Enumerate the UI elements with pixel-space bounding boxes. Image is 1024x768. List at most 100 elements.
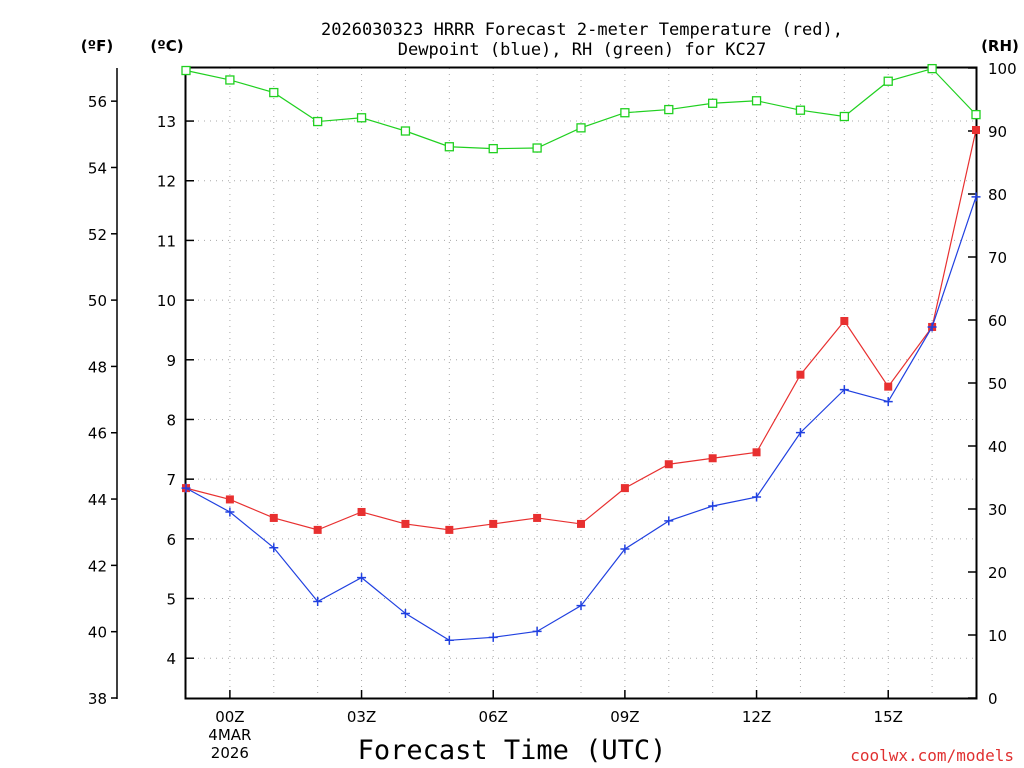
celsius-tick-label: 8 [166, 411, 176, 429]
fahrenheit-tick-label: 50 [88, 292, 107, 310]
chart-title-line-1: 2026030323 HRRR Forecast 2-meter Tempera… [321, 20, 843, 40]
temperature-point [401, 519, 410, 528]
chart-title-line-2: Dewpoint (blue), RH (green) for KC27 [398, 40, 766, 60]
temperature-point [796, 370, 805, 379]
temperature-point [357, 507, 366, 516]
temperature-point [225, 495, 234, 504]
temperature-point [620, 484, 629, 493]
rh-tick-label: 90 [988, 123, 1007, 141]
rh-point [839, 111, 849, 122]
rh-point [883, 76, 893, 86]
celsius-tick-label: 7 [166, 471, 176, 489]
fahrenheit-tick-label: 52 [88, 226, 107, 244]
fahrenheit-tick-label: 40 [88, 624, 107, 642]
fahrenheit-tick-label: 44 [88, 491, 107, 509]
dewpoint-point [313, 597, 323, 607]
fahrenheit-tick-label: 56 [88, 93, 107, 111]
rh-tick-label: 40 [988, 438, 1007, 456]
x-tick-label: 06Z [479, 708, 508, 726]
dewpoint-point [927, 322, 937, 332]
axes: 4 56 7 8 9 10 11 12 13 38 40 42 44 46 48 50 52 54 5 60 10 20 3… [88, 60, 1017, 762]
rh-point [971, 109, 981, 120]
dewpoint-point [444, 635, 454, 645]
x-tick-sublabel: 4MAR [208, 726, 251, 744]
fahrenheit-tick-label: 42 [88, 557, 107, 575]
temperature-point [269, 513, 278, 522]
dewpoint-point [839, 385, 849, 395]
rh-point [576, 123, 586, 133]
credit-link[interactable]: coolwx.com/models [850, 746, 1014, 765]
rh-tick-label: 50 [988, 375, 1007, 393]
temperature-point [577, 519, 585, 528]
x-tick-label: 15Z [874, 708, 903, 726]
dewpoint-point [752, 492, 762, 502]
dewpoint-point [400, 608, 410, 618]
dewpoint-point [532, 626, 542, 636]
dewpoint-point [971, 192, 981, 202]
temperature-point [664, 460, 673, 469]
x-tick-label: 09Z [610, 708, 639, 726]
celsius-tick-label: 12 [157, 173, 176, 191]
rh-tick-label: 70 [988, 249, 1007, 267]
celsius-tick-label: 9 [166, 352, 176, 370]
x-tick-sublabel: 2026 [211, 744, 249, 762]
rh-tick-label: 100 [988, 60, 1017, 78]
x-tick-label: 03Z [347, 708, 376, 726]
celsius-tick-label: 4 [166, 650, 176, 668]
x-tick-label: 00Z [215, 708, 244, 726]
celsius-tick-label: 13 [157, 113, 176, 131]
rh-unit-label: (RH) [981, 37, 1019, 55]
celsius-tick-label: 11 [157, 232, 176, 250]
temperature-point [313, 525, 322, 534]
rh-tick-label: 10 [988, 627, 1007, 645]
rh-point [356, 113, 367, 123]
temperature-point [708, 454, 717, 463]
temperature-point [972, 126, 980, 135]
rh-point [664, 104, 674, 115]
dewpoint-point [620, 544, 630, 554]
dewpoint-point [269, 543, 279, 553]
fahrenheit-tick-label: 48 [88, 358, 107, 376]
rh-point [708, 98, 718, 108]
series-layer [181, 63, 981, 645]
rh-point [532, 143, 542, 153]
fahrenheit-unit-label: (ºF) [81, 37, 113, 55]
dewpoint-point [181, 483, 191, 493]
temperature-point [884, 382, 893, 391]
fahrenheit-tick-label: 38 [88, 690, 107, 708]
rh-tick-label: 80 [988, 186, 1007, 204]
x-axis-label: Forecast Time (UTC) [358, 735, 667, 766]
rh-point [225, 75, 235, 85]
rh-point [620, 108, 630, 118]
dewpoint-point [357, 573, 367, 583]
rh-point [795, 105, 806, 115]
rh-tick-label: 60 [988, 312, 1007, 330]
temperature-point [445, 525, 454, 534]
dewpoint-point [883, 397, 893, 407]
dewpoint-point [225, 507, 235, 517]
celsius-tick-label: 6 [166, 531, 176, 549]
dewpoint-line [185, 196, 977, 641]
rh-point [751, 96, 762, 106]
temperature-point [533, 513, 542, 522]
plot-frame [184, 66, 978, 700]
rh-point [488, 143, 498, 154]
temperature-line [185, 129, 977, 531]
rh-point [927, 63, 937, 74]
dewpoint-point [795, 428, 805, 438]
fahrenheit-tick-label: 46 [88, 425, 107, 443]
celsius-tick-label: 10 [157, 292, 176, 310]
celsius-tick-label: 5 [166, 591, 176, 609]
fahrenheit-tick-label: 54 [88, 159, 107, 177]
celsius-unit-label: (ºC) [150, 37, 183, 55]
rh-point [181, 65, 191, 76]
temperature-point [840, 316, 849, 325]
rh-tick-label: 30 [988, 501, 1007, 519]
rh-point [444, 142, 454, 152]
rh-point [400, 126, 411, 136]
dewpoint-point [664, 516, 674, 526]
dewpoint-point [488, 632, 498, 642]
rh-tick-label: 20 [988, 564, 1007, 582]
temperature-point [752, 448, 761, 457]
